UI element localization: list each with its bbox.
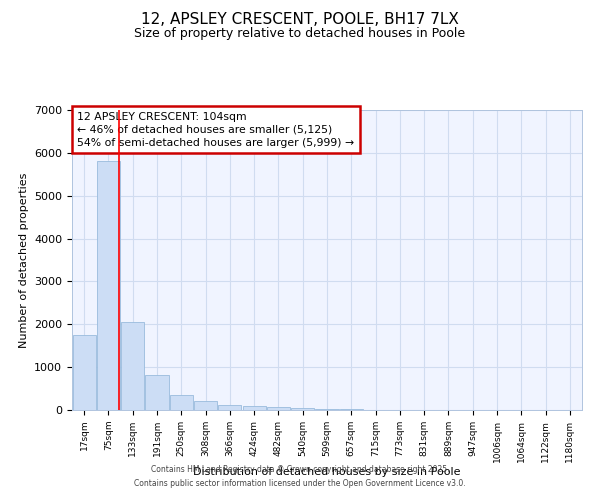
Text: Contains HM Land Registry data © Crown copyright and database right 2025.
Contai: Contains HM Land Registry data © Crown c… (134, 466, 466, 487)
Bar (97, 162, 120, 410)
Bar (170, 394, 193, 410)
Bar (291, 408, 314, 410)
Text: 12, APSLEY CRESCENT, POOLE, BH17 7LX: 12, APSLEY CRESCENT, POOLE, BH17 7LX (141, 12, 459, 28)
Y-axis label: Number of detached properties: Number of detached properties (19, 172, 29, 348)
Bar (73, 335, 95, 410)
Text: 12 APSLEY CRESCENT: 104sqm
← 46% of detached houses are smaller (5,125)
54% of s: 12 APSLEY CRESCENT: 104sqm ← 46% of deta… (77, 112, 354, 148)
Text: Size of property relative to detached houses in Poole: Size of property relative to detached ho… (134, 28, 466, 40)
X-axis label: Distribution of detached houses by size in Poole: Distribution of detached houses by size … (193, 468, 461, 477)
Bar (145, 375, 169, 410)
Bar (121, 322, 144, 410)
Bar (194, 400, 217, 410)
Bar (242, 406, 266, 410)
Bar (316, 409, 338, 410)
Bar (218, 405, 241, 410)
Bar (267, 406, 290, 410)
